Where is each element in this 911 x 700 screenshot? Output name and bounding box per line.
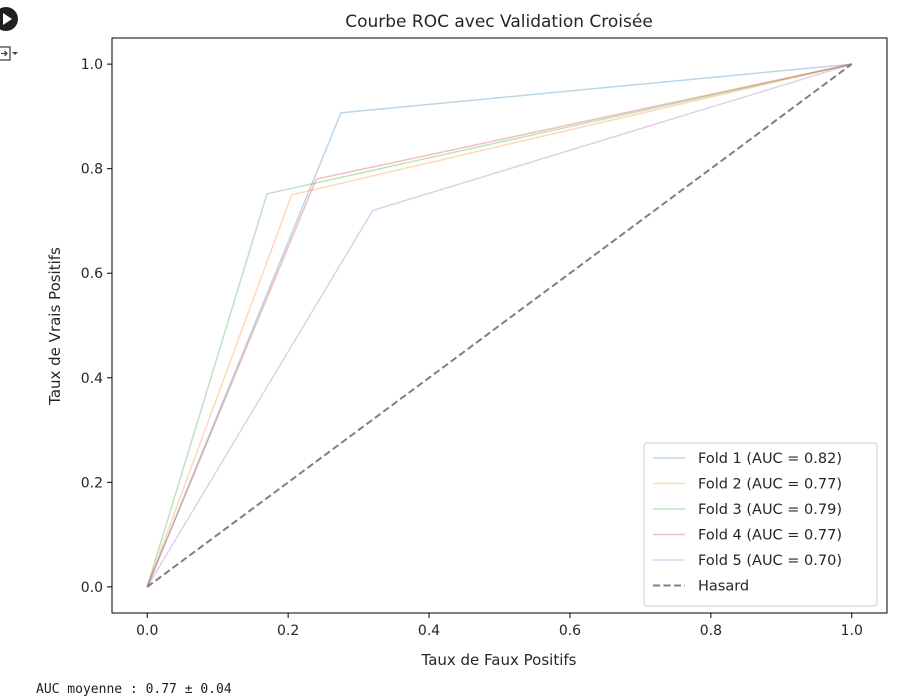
y-tick-label: 1.0 [81, 57, 103, 73]
legend-label-fold-3-auc-0-79: Fold 3 (AUC = 0.79) [698, 502, 842, 518]
x-tick-label: 0.4 [418, 623, 440, 639]
roc-chart: Courbe ROC avec Validation Croisée 0.0 0.… [46, 12, 888, 669]
legend-label-fold-1-auc-0-82: Fold 1 (AUC = 0.82) [698, 451, 842, 467]
legend-label-fold-4-auc-0-77: Fold 4 (AUC = 0.77) [698, 528, 842, 544]
y-ticks: 0.0 0.2 0.4 0.6 0.8 1.0 [81, 57, 112, 596]
y-tick-label: 0.6 [81, 266, 103, 282]
series-line-fold-1-auc-0-82 [146, 63, 852, 588]
x-tick-label: 0.0 [136, 623, 158, 639]
x-tick-label: 0.8 [700, 623, 722, 639]
chart-title: Courbe ROC avec Validation Croisée [345, 12, 653, 32]
x-tick-label: 0.6 [559, 623, 581, 639]
y-tick-label: 0.0 [81, 580, 103, 596]
legend-box [643, 442, 878, 607]
legend-label-hasard: Hasard [698, 579, 749, 595]
plot-area-frame [111, 37, 888, 614]
series-line-hasard [146, 63, 853, 588]
output-toggle-icon[interactable] [0, 44, 20, 64]
x-ticks: 0.0 0.2 0.4 0.6 0.8 1.0 [136, 613, 863, 639]
legend-label-fold-5-auc-0-70: Fold 5 (AUC = 0.70) [698, 553, 842, 569]
x-axis-label: Taux de Faux Positifs [421, 651, 577, 669]
series-line-fold-2-auc-0-77 [146, 63, 852, 588]
series-line-fold-5-auc-0-70 [146, 63, 853, 588]
x-tick-label: 1.0 [841, 623, 863, 639]
x-tick-label: 0.2 [277, 623, 299, 639]
series-line-fold-3-auc-0-79 [146, 63, 852, 588]
y-tick-label: 0.2 [81, 475, 103, 491]
legend-label-fold-2-auc-0-77: Fold 2 (AUC = 0.77) [698, 477, 842, 493]
y-tick-label: 0.4 [81, 371, 103, 387]
cell-gutter [0, 0, 24, 700]
series-line-fold-4-auc-0-77 [146, 63, 852, 588]
run-cell-icon[interactable] [0, 7, 18, 31]
y-tick-label: 0.8 [81, 162, 103, 178]
y-axis-label: Taux de Vrais Positifs [46, 247, 64, 406]
series-layer [146, 63, 853, 588]
legend: Fold 1 (AUC = 0.82) Fold 2 (AUC = 0.77) Fo… [643, 442, 878, 607]
auc-summary-output: AUC moyenne : 0.77 ± 0.04 [36, 682, 232, 697]
